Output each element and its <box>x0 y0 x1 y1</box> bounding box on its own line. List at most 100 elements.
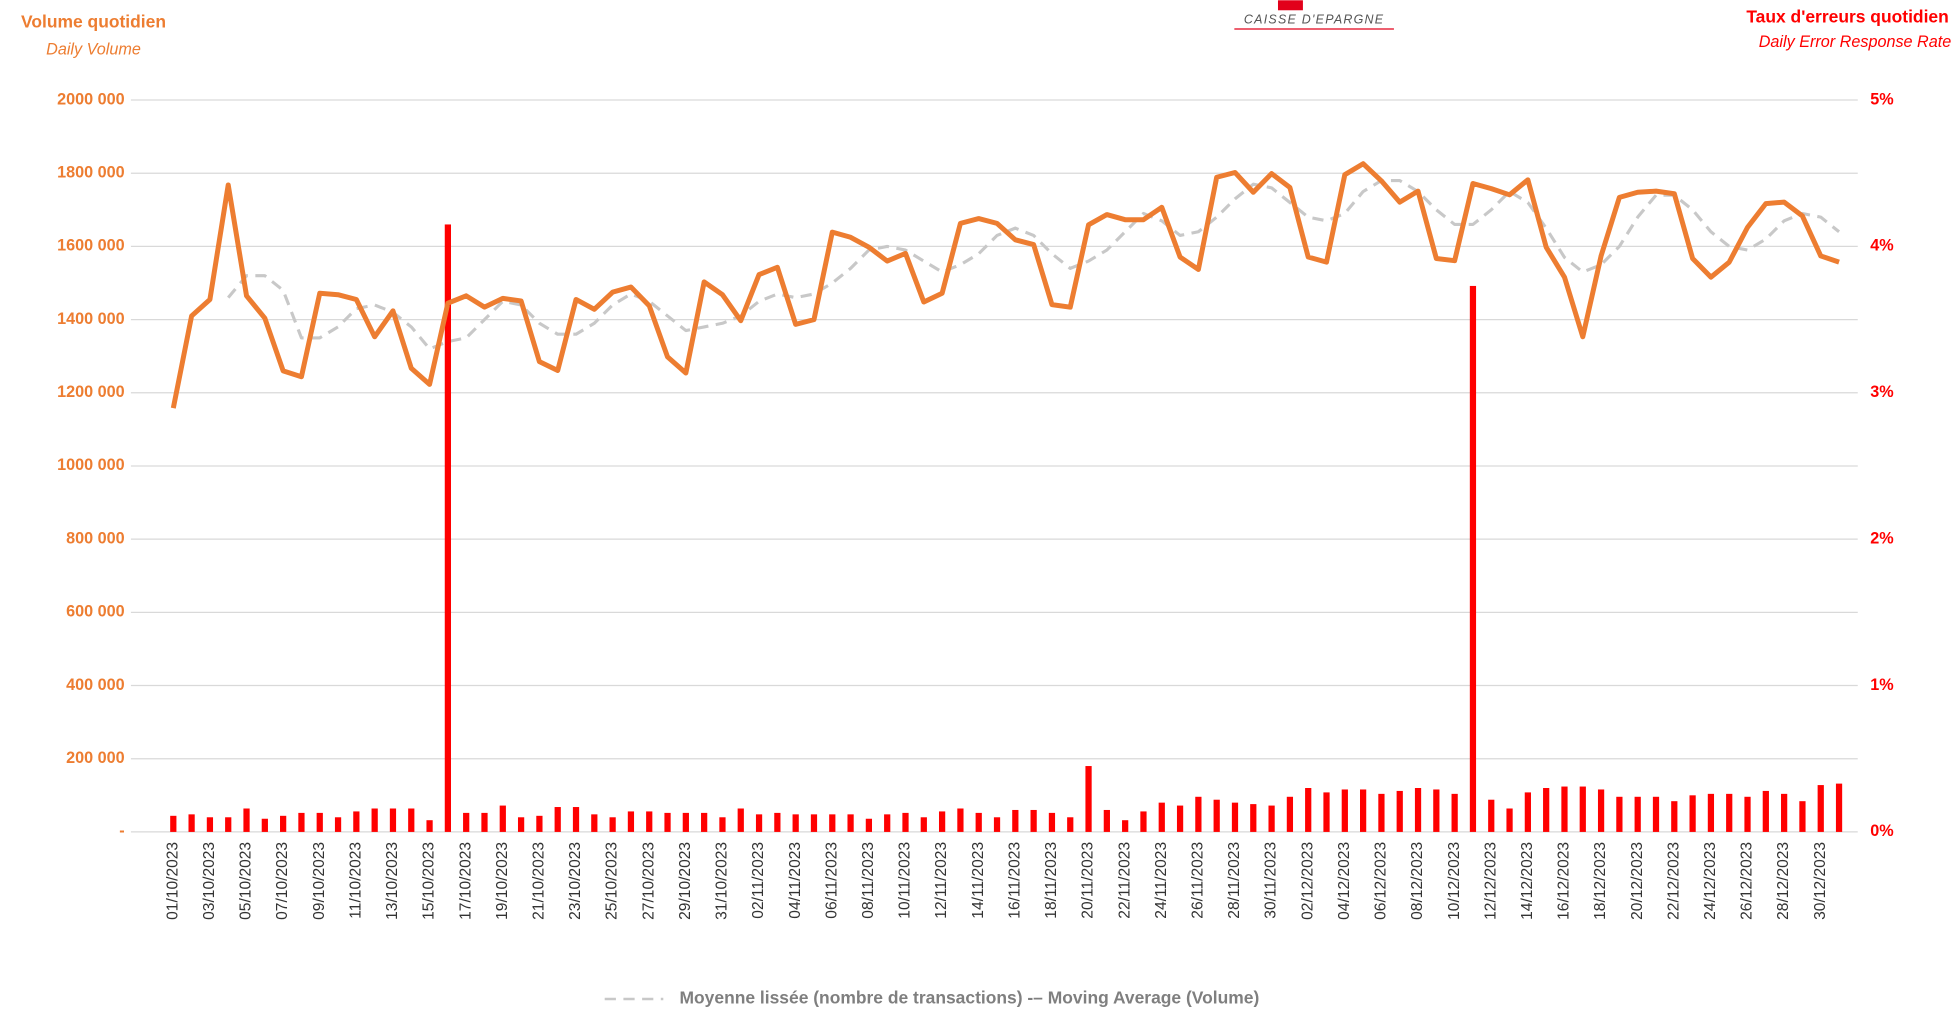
x-tick-label: 11/10/2023 <box>347 842 364 919</box>
x-tick-label: 14/12/2023 <box>1519 842 1536 920</box>
error-bar <box>243 808 250 832</box>
error-bar <box>408 808 415 832</box>
x-tick-label: 12/12/2023 <box>1482 842 1499 920</box>
error-bar <box>737 808 744 832</box>
y2-tick-label: 4% <box>1870 237 1893 255</box>
y-tick-label: 600 000 <box>66 603 125 621</box>
error-bar <box>1652 796 1660 832</box>
error-bar <box>1396 790 1403 832</box>
error-bar <box>1488 799 1495 832</box>
error-bar <box>701 812 708 832</box>
y-tick-label: 800 000 <box>66 529 125 547</box>
error-bar <box>554 807 561 832</box>
error-bar <box>1176 805 1184 832</box>
error-bar <box>1597 789 1605 832</box>
error-bar <box>334 817 342 832</box>
y-axis-subtitle: Daily Volume <box>46 40 141 58</box>
x-tick-label: 09/10/2023 <box>311 842 328 920</box>
error-bar <box>609 817 616 832</box>
volume-line <box>170 161 1840 409</box>
y-tick-label: 200 000 <box>66 749 125 767</box>
error-bar <box>1469 285 1477 832</box>
error-bar <box>1012 809 1019 832</box>
error-bar <box>1781 793 1788 832</box>
y-axis-title: Volume quotidien <box>21 11 166 31</box>
x-tick-label: 28/12/2023 <box>1775 842 1792 920</box>
error-bar <box>975 812 982 832</box>
x-tick-label: 26/11/2023 <box>1189 842 1206 919</box>
error-bar <box>499 805 506 832</box>
error-bar <box>1726 793 1733 832</box>
x-tick-label: 10/11/2023 <box>897 842 914 919</box>
x-tick-label: 30/12/2023 <box>1812 842 1829 920</box>
error-bar <box>1451 793 1458 832</box>
y-tick-label: 400 000 <box>66 676 125 694</box>
error-bar <box>1231 802 1239 832</box>
error-bar <box>755 814 763 832</box>
error-bar <box>1524 792 1531 832</box>
error-bar <box>829 814 836 832</box>
x-tick-label: 16/11/2023 <box>1006 842 1023 919</box>
error-bar <box>1707 793 1715 832</box>
y-tick-label: 1800 000 <box>57 164 125 182</box>
error-bar <box>481 812 488 832</box>
error-bar <box>847 814 854 832</box>
error-bar <box>902 812 909 832</box>
y-tick-label: - <box>119 822 124 840</box>
y2-axis-title: Taux d'erreurs quotidien <box>1746 6 1948 26</box>
y-tick-label: 1400 000 <box>57 310 125 328</box>
x-tick-label: 25/10/2023 <box>604 842 621 920</box>
x-tick-label: 27/10/2023 <box>640 842 657 920</box>
error-bar <box>1817 785 1824 832</box>
error-bar <box>1085 766 1092 832</box>
y2-tick-label: 1% <box>1870 676 1893 694</box>
error-bar <box>572 807 580 832</box>
error-bar <box>646 811 653 832</box>
x-tick-label: 29/10/2023 <box>677 842 694 920</box>
x-tick-label: 15/10/2023 <box>421 842 438 920</box>
error-bar <box>1433 789 1440 832</box>
error-bar <box>1195 796 1202 832</box>
y2-tick-label: 2% <box>1870 529 1893 547</box>
error-bar <box>957 808 964 832</box>
error-bar <box>536 815 543 832</box>
error-bar <box>225 817 232 832</box>
error-bar <box>1744 796 1751 832</box>
error-bar <box>993 817 1001 832</box>
x-tick-label: 06/11/2023 <box>823 842 840 919</box>
error-bar <box>389 808 397 832</box>
x-tick-label: 02/11/2023 <box>750 842 767 919</box>
error-bar <box>1561 786 1568 832</box>
error-bar <box>1030 809 1037 832</box>
x-tick-label: 13/10/2023 <box>384 842 401 920</box>
x-tick-label: 18/12/2023 <box>1592 842 1609 920</box>
x-tick-label: 22/12/2023 <box>1665 842 1682 920</box>
x-tick-label: 18/11/2023 <box>1043 842 1060 919</box>
x-tick-label: 04/11/2023 <box>787 842 804 919</box>
error-bar <box>810 814 818 832</box>
x-tick-label: 24/11/2023 <box>1153 842 1170 919</box>
error-bar <box>1616 796 1623 832</box>
error-bar <box>627 811 635 832</box>
x-tick-label: 20/12/2023 <box>1629 842 1646 920</box>
x-tick-label: 20/11/2023 <box>1080 842 1097 919</box>
x-tick-label: 19/10/2023 <box>494 842 511 920</box>
error-bar <box>792 814 799 832</box>
error-bar <box>188 814 195 832</box>
error-bar <box>1305 788 1312 832</box>
error-bar <box>206 817 214 832</box>
error-bar <box>1341 789 1348 832</box>
error-bar <box>774 812 781 832</box>
x-tick-label: 07/10/2023 <box>274 842 291 920</box>
x-tick-label: 06/12/2023 <box>1373 842 1390 920</box>
error-bar <box>1799 801 1806 832</box>
y2-tick-label: 3% <box>1870 383 1893 401</box>
x-tick-label: 08/12/2023 <box>1409 842 1426 920</box>
x-tick-label: 04/12/2023 <box>1336 842 1353 920</box>
error-bar <box>463 812 470 832</box>
error-bar <box>1414 788 1422 832</box>
x-tick-label: 26/12/2023 <box>1739 842 1756 920</box>
error-bar <box>1579 786 1586 832</box>
x-tick-label: 28/11/2023 <box>1226 842 1243 919</box>
